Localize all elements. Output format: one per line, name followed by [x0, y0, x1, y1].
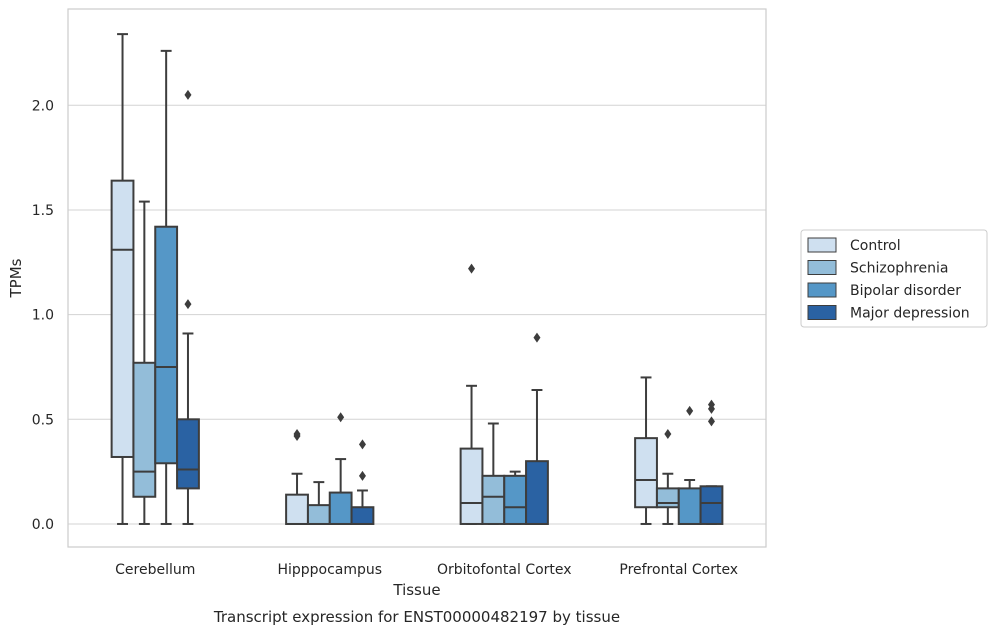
box [306, 504, 331, 525]
chart-title: Transcript expression for ENST0000048219… [213, 608, 620, 626]
x-axis-label: Tissue [392, 581, 440, 599]
outlier-point [184, 299, 192, 310]
box [132, 361, 157, 498]
y-tick-label: 2.0 [32, 98, 54, 114]
box [350, 506, 375, 525]
box [285, 493, 309, 525]
y-tick-label: 1.5 [32, 203, 54, 219]
legend-label: Major depression [850, 306, 970, 322]
box-group [459, 263, 549, 525]
x-tick-labels: Cerebellum Hipppocampus Orbitofontal Corte… [115, 562, 738, 578]
legend-label: Schizophrenia [850, 261, 948, 277]
legend-swatch [807, 282, 837, 298]
legend-box [800, 229, 988, 328]
y-axis-label: TPMs [7, 258, 25, 298]
y-tick-label: 0.0 [32, 517, 54, 533]
outlier-point [533, 332, 541, 343]
box-groups [110, 33, 724, 525]
box [154, 225, 179, 465]
outlier-point [707, 416, 715, 427]
box [677, 487, 702, 525]
box-group [285, 412, 375, 525]
box [459, 447, 484, 525]
box [655, 487, 680, 509]
box [481, 474, 506, 525]
outlier-point [707, 399, 715, 410]
x-tick-label: Cerebellum [115, 562, 195, 578]
outlier-point [468, 263, 476, 274]
box [525, 460, 549, 525]
legend-swatch [807, 237, 837, 253]
box [176, 418, 200, 490]
outlier-point [184, 89, 192, 100]
box [110, 179, 135, 458]
legend-label: Bipolar disorder [850, 283, 961, 299]
legend-swatch [807, 305, 837, 320]
box-group [634, 376, 724, 525]
box [328, 491, 353, 525]
x-tick-label: Hipppocampus [277, 562, 382, 578]
plot-frame [67, 8, 767, 548]
outlier-point [358, 439, 366, 450]
box [699, 485, 724, 525]
legend: Control Schizophrenia Bipolar disorder Majo… [800, 229, 988, 328]
y-tick-label: 1.0 [32, 308, 54, 324]
outlier-point [337, 412, 345, 423]
x-tick-label: Prefrontal Cortex [619, 562, 738, 578]
outlier-point [664, 428, 672, 439]
x-tick-label: Orbitofontal Cortex [437, 562, 572, 578]
y-tick-labels: 0.0 0.5 1.0 1.5 2.0 [32, 98, 54, 533]
outlier-point [686, 405, 694, 416]
box-group [110, 33, 200, 525]
y-tick-label: 0.5 [32, 412, 54, 428]
box [634, 437, 658, 509]
legend-label: Control [850, 238, 901, 254]
box [503, 474, 528, 525]
outlier-point [358, 470, 366, 481]
legend-swatch [807, 260, 837, 275]
outlier-point [293, 428, 301, 439]
